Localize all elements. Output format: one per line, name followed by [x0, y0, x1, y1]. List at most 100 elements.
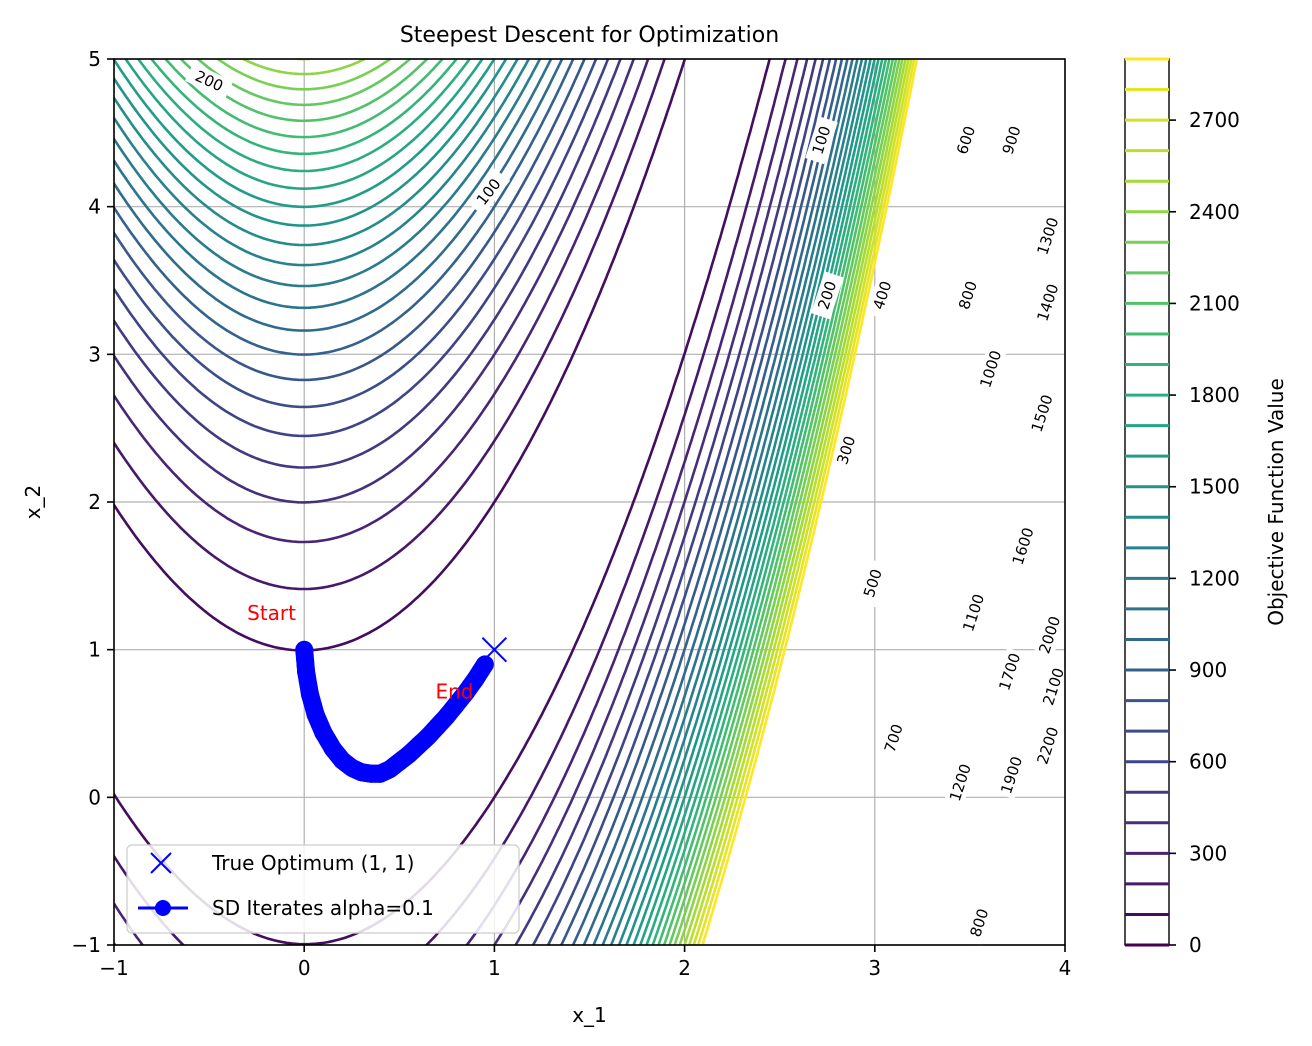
contour-line-1200: [114, 59, 859, 945]
contour-label: 200: [814, 279, 840, 312]
contour-line-600: [114, 59, 825, 945]
contour-line-1700: [124, 59, 880, 945]
contour-label-bg: [1031, 721, 1065, 770]
contour-label-bg: [993, 647, 1027, 696]
contour-label-group: 1600: [1006, 522, 1040, 571]
contour-label-bg: [829, 426, 863, 475]
contour-label-group: 900: [995, 116, 1029, 165]
contour-label: 900: [999, 124, 1025, 157]
legend-label: True Optimum (1, 1): [211, 851, 414, 875]
y-tick-label: 0: [88, 785, 101, 809]
legend-dot-marker: [155, 900, 171, 916]
contour-line-900: [114, 59, 844, 945]
contour-label: 800: [955, 279, 981, 312]
annotation-end: End: [435, 679, 473, 703]
x-tick-label: 0: [298, 956, 311, 980]
contour-label-group: 600: [949, 116, 983, 165]
x-tick-label: −1: [99, 956, 128, 980]
contour-label: 800: [966, 906, 992, 939]
colorbar-tick-label: 2700: [1189, 108, 1240, 132]
contour-label-group: 500: [856, 559, 890, 608]
contour-label-bg: [949, 116, 983, 165]
axes: −1 0 1 2 3 4 −1 0 1 2 3 4 5: [72, 47, 1072, 980]
contour-label: 300: [833, 434, 859, 467]
colorbar-tick-label: 1800: [1189, 383, 1240, 407]
x-tick-label: 2: [678, 956, 691, 980]
colorbar-label: Objective Function Value: [1264, 378, 1288, 626]
data-series: [295, 636, 508, 783]
iterate-point: [475, 655, 494, 674]
contour-label-bg: [810, 271, 844, 320]
colorbar-tick-label: 2400: [1189, 200, 1240, 224]
contour-label-bg: [974, 345, 1008, 394]
contour-label-bg: [467, 168, 511, 216]
contour-line-300: [114, 59, 799, 945]
x-tick-label: 3: [868, 956, 881, 980]
contour-label-bg: [1031, 212, 1065, 261]
contour-label-group: 1400: [1031, 278, 1065, 327]
y-tick-label: 4: [88, 195, 101, 219]
contour-label-bg: [1006, 522, 1040, 571]
contour-line-2100: [179, 59, 895, 945]
contour-label-bg: [1031, 278, 1065, 327]
contour-label-group: 1900: [995, 751, 1029, 800]
contour-label-bg: [995, 116, 1029, 165]
annotation-start: Start: [247, 601, 296, 625]
colorbar-tick-label: 1500: [1189, 475, 1240, 499]
contour-label-group: 2200: [1031, 721, 1065, 770]
contour-line-700: [114, 59, 832, 945]
colorbar-tick-label: 0: [1189, 933, 1202, 957]
contour-label-bg: [184, 62, 234, 100]
contour-label-bg: [957, 588, 991, 637]
contour-line-2800: [696, 59, 916, 945]
contour-label: 500: [860, 567, 886, 600]
grid: [113, 58, 1066, 946]
contour-label-group: 100: [467, 168, 511, 216]
colorbar-tick-label: 900: [1189, 658, 1227, 682]
contour-label-bg: [951, 271, 985, 320]
y-tick-label: 1: [88, 638, 101, 662]
legend: True Optimum (1, 1) SD Iterates alpha=0.1: [126, 844, 520, 934]
contour-line-1900: [150, 59, 888, 945]
colorbar-tick-label: 300: [1189, 841, 1227, 865]
contour-line-1100: [114, 59, 854, 945]
contour-lines: [114, 59, 919, 945]
x-tick-label: 4: [1059, 956, 1072, 980]
contour-label-group: 1000: [974, 345, 1008, 394]
contour-label: 600: [953, 124, 979, 157]
x-axis-label: x_1: [572, 1003, 607, 1027]
contour-label-group: 800: [963, 898, 996, 947]
contour-label-group: 1300: [1031, 212, 1065, 261]
contour-label-bg: [866, 271, 899, 320]
y-tick-label: −1: [72, 933, 101, 957]
contour-label-group: 1200: [944, 758, 977, 807]
contour-line-2900: [701, 59, 919, 945]
contour-label: 400: [869, 279, 895, 312]
contour-label-bg: [805, 116, 838, 165]
colorbar: 0 300 600 900 1200 1500 1800 2100 2400 2700: [1124, 57, 1240, 957]
contour-label-bg: [1037, 662, 1070, 711]
contour-line-2000: [164, 59, 891, 945]
colorbar-tick-label: 2100: [1189, 291, 1240, 315]
legend-box: [126, 844, 520, 934]
contour-label-group: 800: [951, 271, 985, 320]
contour-line-2700: [692, 59, 913, 945]
contour-label-group: 700: [877, 714, 911, 763]
contour-label-group: 1100: [957, 588, 991, 637]
colorbar-tick-label: 600: [1189, 750, 1227, 774]
contour-label-bg: [995, 751, 1029, 800]
chart-title: Steepest Descent for Optimization: [400, 23, 779, 48]
contour-label-group: 1700: [993, 647, 1027, 696]
y-axis-label: x_2: [21, 485, 45, 520]
legend-label: SD Iterates alpha=0.1: [212, 896, 434, 920]
contour-label-bg: [1033, 610, 1067, 659]
contour-label-bg: [856, 559, 890, 608]
contour-line-500: [114, 59, 817, 945]
colorbar-frame: [1124, 58, 1170, 946]
contour-line-1300: [114, 59, 864, 945]
contour-label-bg: [877, 714, 911, 763]
contour-line-2600: [687, 59, 910, 945]
contour-label-group: 2000: [1033, 610, 1067, 659]
